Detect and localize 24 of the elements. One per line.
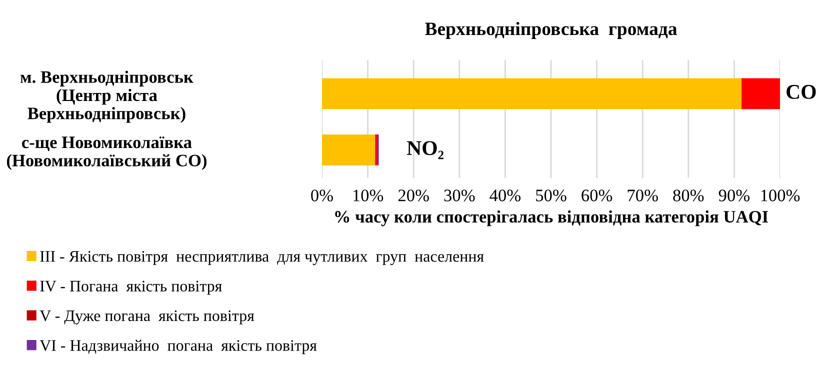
x-tick-label: 80%	[673, 190, 704, 202]
x-tick-label: 90%	[718, 190, 750, 202]
x-tick-label: 10%	[353, 190, 384, 202]
y-tick-label: с-ще Новомиколаївка (Новомиколаївський СО)	[6, 136, 206, 170]
x-tick-label: 50%	[536, 190, 566, 202]
x-tick-label: 100%	[761, 190, 800, 202]
y-tick-label: м. Верхньодніпровськ (Центр міста Верхньодніпровськ)	[20, 70, 194, 123]
chart-title: Верхньодніпровська громада	[425, 22, 677, 39]
x-tick-label: 20%	[398, 190, 429, 202]
x-tick-label: 60%	[582, 190, 612, 202]
bar	[322, 78, 742, 110]
legend-label: V - Дуже погана якість повітря	[40, 310, 254, 324]
x-tick-label: 40%	[490, 190, 521, 202]
legend-label: VI - Надзвичайно погана якість повітря	[40, 340, 317, 354]
x-tick-label: 70%	[628, 190, 658, 202]
annotation: NO₂	[406, 141, 444, 160]
x-tick-label: 30%	[444, 190, 475, 202]
legend-label: III - Якість повітря несприятлива для чутливих груп населення	[40, 251, 484, 266]
x-axis-title: % часу коли спостерігалась відповідна категорія UAQI	[335, 210, 768, 226]
bar	[742, 78, 780, 110]
legend-label: IV - Погана якість повітря	[40, 280, 222, 295]
x-tick-label: 0%	[311, 190, 333, 202]
bar	[322, 134, 376, 166]
annotation: CO	[786, 84, 816, 99]
